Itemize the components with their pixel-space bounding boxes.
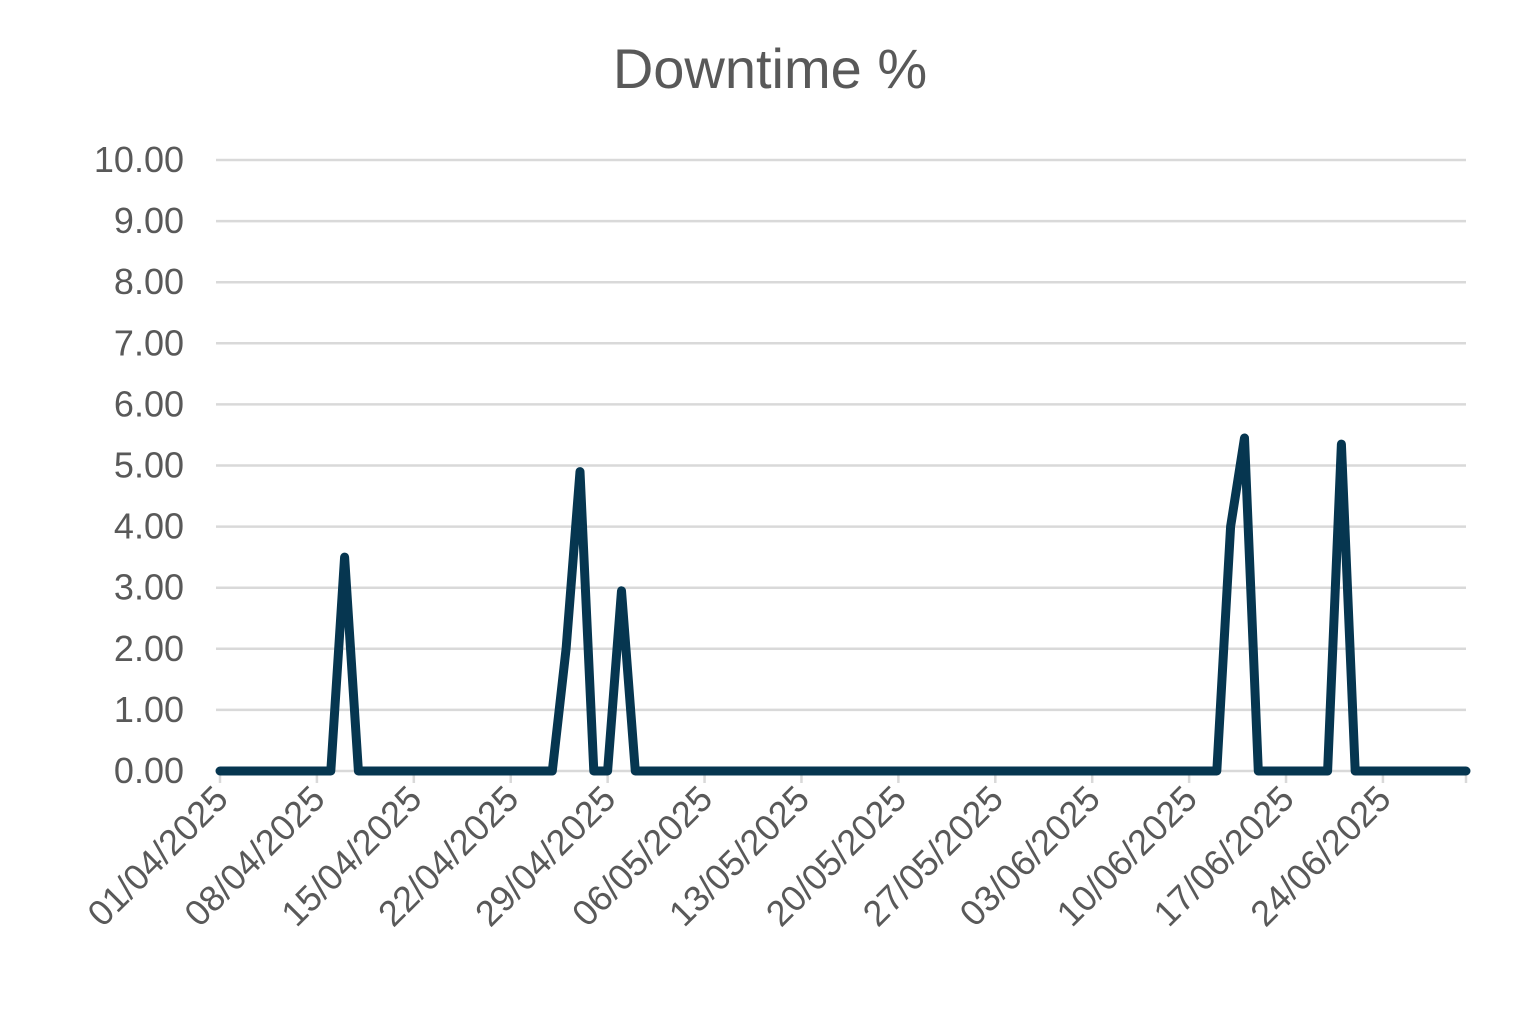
y-tick-label: 7.00 (114, 322, 184, 363)
y-tick-label: 4.00 (114, 506, 184, 547)
y-tick-label: 6.00 (114, 383, 184, 424)
y-tick-label: 2.00 (114, 628, 184, 669)
y-tick-label: 5.00 (114, 445, 184, 486)
y-tick-label: 10.00 (94, 139, 184, 180)
y-tick-label: 1.00 (114, 689, 184, 730)
y-tick-label: 8.00 (114, 261, 184, 302)
y-tick-label: 3.00 (114, 567, 184, 608)
series-line (215, 433, 1471, 776)
y-tick-label: 0.00 (114, 750, 184, 791)
chart-title: Downtime % (612, 37, 928, 100)
y-tick-label: 9.00 (114, 200, 184, 241)
